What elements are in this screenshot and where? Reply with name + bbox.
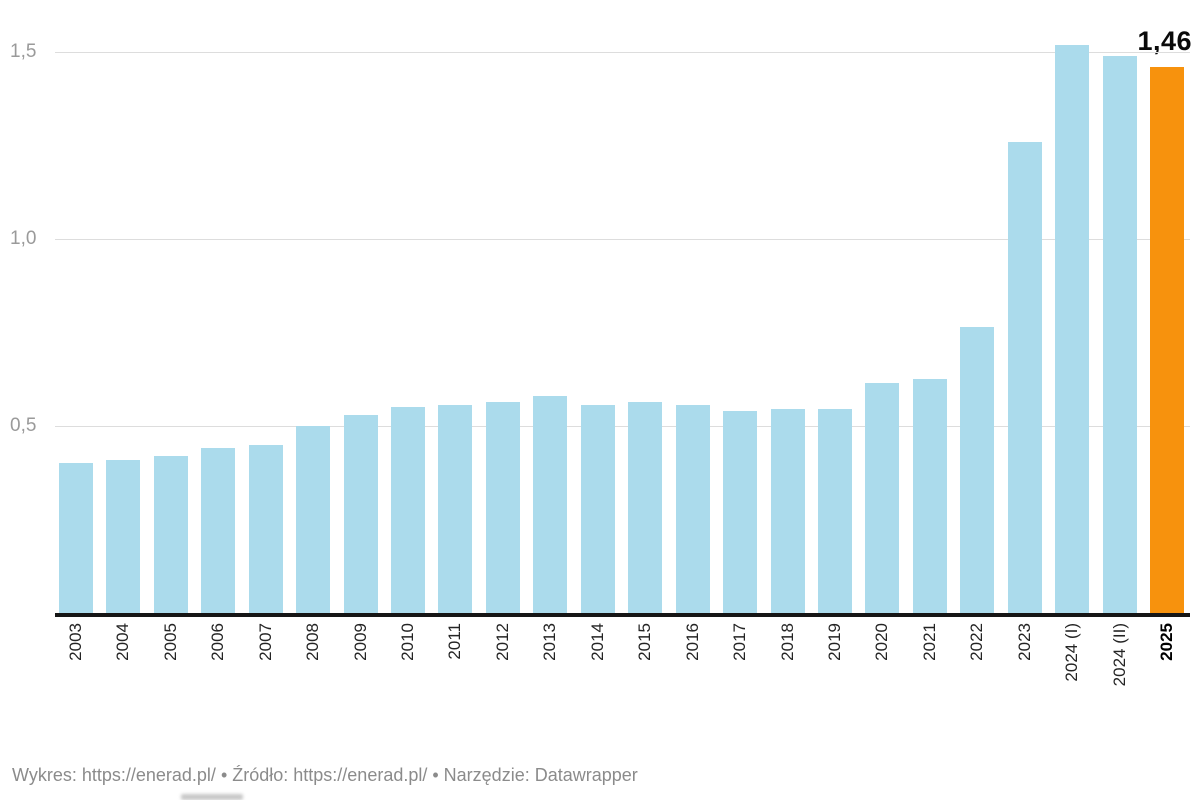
bar-2025[interactable] <box>1150 67 1184 613</box>
bar-2007[interactable] <box>249 445 283 613</box>
gridline-1-5 <box>55 52 1190 53</box>
x-axis-label-2012: 2012 <box>493 623 512 661</box>
cropped-text-artifact <box>181 794 243 800</box>
x-axis-label-2009: 2009 <box>351 623 370 661</box>
x-axis-label-2006: 2006 <box>208 623 227 661</box>
x-axis-label-2023: 2023 <box>1015 623 1034 661</box>
chart-footer: Wykres: https://enerad.pl/ • Źródło: htt… <box>12 764 638 786</box>
bar-2004[interactable] <box>106 460 140 613</box>
x-axis-label-2021: 2021 <box>920 623 939 661</box>
footer-link-datawrapper[interactable]: Datawrapper <box>534 765 638 785</box>
bar-2023[interactable] <box>1008 142 1042 613</box>
x-axis-label-2017: 2017 <box>730 623 749 661</box>
bar-2009[interactable] <box>344 415 378 613</box>
bar-2018[interactable] <box>771 409 805 613</box>
x-axis-label-2011: 2011 <box>445 623 464 660</box>
y-axis-tick-label: 0,5 <box>10 415 37 436</box>
footer-link-chart-source[interactable]: https://enerad.pl/ <box>81 765 216 785</box>
x-axis-label-2004: 2004 <box>113 623 132 661</box>
bar-2008[interactable] <box>296 426 330 613</box>
bar-chart: 1,46 1,5 1,0 0,5 2003 2004 2005 2006 2007 2008 20… <box>10 26 1192 687</box>
bar-2011[interactable] <box>438 405 472 613</box>
footer-label-zrodlo: • Źródło: <box>215 765 294 785</box>
footer-label-wykres: Wykres: <box>12 765 82 785</box>
x-axis-label-2019: 2019 <box>825 623 844 661</box>
x-axis-label-2025: 2025 <box>1157 623 1176 661</box>
bar-2019[interactable] <box>818 409 852 613</box>
footer-link-data-source[interactable]: https://enerad.pl/ <box>293 765 428 785</box>
bar-2020[interactable] <box>865 383 899 613</box>
x-axis-label-2014: 2014 <box>588 623 607 661</box>
bar-2014[interactable] <box>581 405 615 613</box>
x-axis-label-2015: 2015 <box>635 623 654 661</box>
bar-2012[interactable] <box>486 402 520 613</box>
x-axis-label-2024-ii: 2024 (II) <box>1110 623 1129 687</box>
y-axis-tick-label: 1,0 <box>10 228 37 249</box>
x-axis-label-2003: 2003 <box>66 623 85 661</box>
footer-label-narzedzie: • Narzędzie: <box>427 765 535 785</box>
bar-2003[interactable] <box>59 463 93 613</box>
x-axis-label-2018: 2018 <box>778 623 797 661</box>
bar-2021[interactable] <box>913 379 947 613</box>
bar-2015[interactable] <box>628 402 662 613</box>
bar-2024-ii[interactable] <box>1103 56 1137 613</box>
x-axis-label-2007: 2007 <box>256 623 275 661</box>
x-axis-label-2024-i: 2024 (I) <box>1062 623 1081 682</box>
bar-2016[interactable] <box>676 405 710 613</box>
gridline-0-5 <box>55 426 1190 427</box>
value-label-2025: 1,46 <box>1137 26 1192 56</box>
bar-2017[interactable] <box>723 411 757 613</box>
gridline-1-0 <box>55 239 1190 240</box>
x-axis-label-2016: 2016 <box>683 623 702 661</box>
x-axis-label-2013: 2013 <box>540 623 559 661</box>
x-axis-label-2008: 2008 <box>303 623 322 661</box>
x-axis-label-2010: 2010 <box>398 623 417 661</box>
x-axis-label-2005: 2005 <box>161 623 180 661</box>
x-axis-label-2020: 2020 <box>872 623 891 661</box>
x-axis-label-2022: 2022 <box>967 623 986 661</box>
bar-2024-i[interactable] <box>1055 45 1089 613</box>
bar-2006[interactable] <box>201 448 235 613</box>
bar-2013[interactable] <box>533 396 567 613</box>
y-axis-tick-label: 1,5 <box>10 41 37 62</box>
bar-2005[interactable] <box>154 456 188 613</box>
x-axis-line <box>55 613 1190 617</box>
bar-2010[interactable] <box>391 407 425 613</box>
bar-2022[interactable] <box>960 327 994 613</box>
